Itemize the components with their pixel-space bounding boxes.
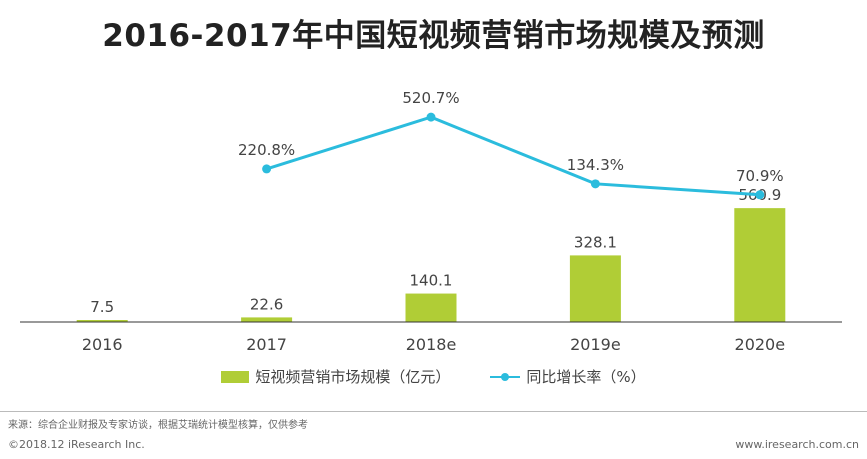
x-tick-2019e: 2019e xyxy=(570,335,621,354)
x-tick-2017: 2017 xyxy=(246,335,287,354)
growth-label-2020e: 70.9% xyxy=(736,167,784,185)
bar-2020e xyxy=(734,208,786,322)
growth-label-2018e: 520.7% xyxy=(402,89,459,107)
source-note: 来源：综合企业财报及专家访谈，根据艾瑞统计模型核算，仅供参考 xyxy=(8,420,308,431)
x-tick-2020e: 2020e xyxy=(735,335,786,354)
legend: 短视频营销市场规模（亿元） 同比增长率（%） xyxy=(0,366,867,387)
legend-line-label: 同比增长率（%） xyxy=(526,368,646,386)
bar-label-2017: 22.6 xyxy=(250,295,283,313)
legend-bar-label: 短视频营销市场规模（亿元） xyxy=(255,368,451,386)
bar-2016 xyxy=(76,320,128,322)
legend-line-swatch xyxy=(490,371,521,383)
bar-label-2019e: 328.1 xyxy=(574,233,617,251)
growth-rate-line xyxy=(266,115,760,197)
website: www.iresearch.com.cn xyxy=(735,438,859,451)
bar-label-2016: 7.5 xyxy=(90,298,114,316)
legend-bar-swatch xyxy=(221,370,250,383)
bar-2019e xyxy=(569,255,621,322)
growth-label-2019e: 134.3% xyxy=(567,156,624,174)
growth-point-2017 xyxy=(262,164,272,174)
bar-2017 xyxy=(241,317,293,322)
x-tick-2016: 2016 xyxy=(82,335,123,354)
growth-point-2019e xyxy=(590,179,600,189)
bar-label-2018e: 140.1 xyxy=(410,272,453,290)
chart-title: 2016-2017年中国短视频营销市场规模及预测 xyxy=(102,18,765,54)
growth-label-2017: 220.8% xyxy=(238,141,295,159)
bar-2018e xyxy=(405,293,457,322)
footer-divider xyxy=(0,411,867,412)
legend-item-bar: 短视频营销市场规模（亿元） xyxy=(221,366,450,387)
legend-item-line: 同比增长率（%） xyxy=(490,366,646,387)
x-tick-2018e: 2018e xyxy=(406,335,457,354)
copyright: ©2018.12 iResearch Inc. xyxy=(8,438,145,451)
growth-point-2018e xyxy=(426,112,436,122)
growth-point-2020e xyxy=(755,190,765,200)
